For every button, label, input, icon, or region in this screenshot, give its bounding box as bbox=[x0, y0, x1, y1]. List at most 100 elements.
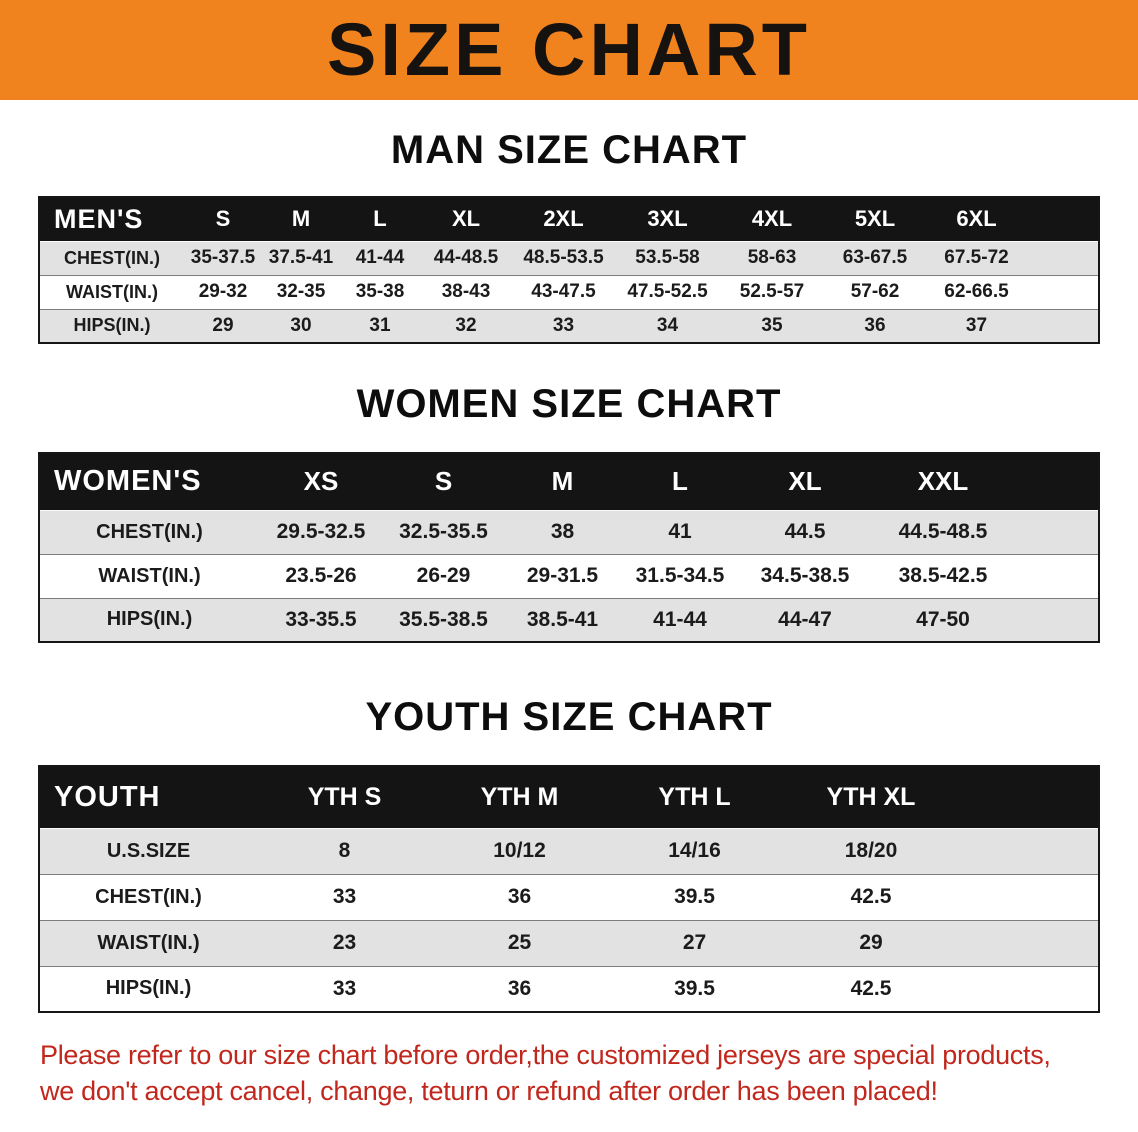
size-value-cell: 34 bbox=[656, 314, 679, 336]
size-value-cell: 44.5 bbox=[784, 520, 826, 543]
size-value-cell: 8 bbox=[338, 839, 351, 862]
size-value-cell: 36 bbox=[507, 976, 532, 1000]
size-column-header: S bbox=[383, 453, 504, 511]
header-spacer-cell bbox=[1015, 453, 1099, 511]
row-label: WAIST(IN.) bbox=[97, 931, 200, 954]
size-value-cell: 33-35.5 bbox=[285, 607, 357, 631]
youth-size-chart-section: YOUTH SIZE CHART YOUTH YTH S YTH M YTH L YTH… bbox=[0, 695, 1138, 1013]
table-header-row: YOUTH YTH S YTH M YTH L YTH XL bbox=[39, 766, 1099, 829]
size-column-header: YTH L bbox=[607, 766, 782, 829]
row-spacer-cell bbox=[960, 828, 1099, 874]
size-value-cell: 33 bbox=[332, 976, 357, 1000]
size-value-cell: 44-47 bbox=[778, 607, 832, 631]
size-value-cell: 32 bbox=[455, 314, 477, 336]
size-value-cell: 41 bbox=[668, 520, 692, 543]
youth-size-table: YOUTH YTH S YTH M YTH L YTH XL U.S.SIZE 8 10/12… bbox=[38, 765, 1100, 1013]
size-column-header: M bbox=[504, 453, 621, 511]
size-column-header: YTH XL bbox=[782, 766, 960, 829]
size-value-cell: 58-63 bbox=[747, 247, 797, 268]
row-label: U.S.SIZE bbox=[106, 839, 191, 862]
size-value-cell: 38-43 bbox=[441, 281, 491, 302]
size-value-cell: 48.5-53.5 bbox=[523, 247, 604, 268]
row-label: CHEST(IN.) bbox=[96, 520, 203, 543]
size-column-header: 5XL bbox=[824, 197, 926, 242]
size-column-header: XXL bbox=[871, 453, 1015, 511]
footer-note-line-1: Please refer to our size chart before or… bbox=[40, 1040, 1051, 1070]
size-column-header: M bbox=[262, 197, 340, 242]
size-column-header: YTH M bbox=[432, 766, 607, 829]
footer-note: Please refer to our size chart before or… bbox=[40, 1037, 1118, 1110]
size-column-header: 3XL bbox=[615, 197, 720, 242]
row-label: CHEST(IN.) bbox=[95, 885, 202, 908]
size-value-cell: 35 bbox=[761, 314, 783, 336]
size-column-header: XS bbox=[259, 453, 383, 511]
size-value-cell: 30 bbox=[290, 314, 312, 336]
size-value-cell: 31.5-34.5 bbox=[635, 564, 725, 587]
youth-section-heading: YOUTH SIZE CHART bbox=[365, 695, 773, 739]
size-value-cell: 35-37.5 bbox=[190, 247, 256, 268]
size-column-header: S bbox=[184, 197, 262, 242]
row-spacer-cell bbox=[1015, 554, 1099, 598]
size-column-header: XL bbox=[420, 197, 512, 242]
measurement-row: CHEST(IN.) 33 36 39.5 42.5 bbox=[39, 874, 1099, 920]
size-value-cell: 43-47.5 bbox=[531, 281, 596, 302]
size-value-cell: 39.5 bbox=[674, 885, 715, 908]
size-value-cell: 29 bbox=[859, 931, 883, 954]
size-value-cell: 52.5-57 bbox=[739, 281, 805, 302]
size-value-cell: 42.5 bbox=[850, 885, 892, 908]
row-label: HIPS(IN.) bbox=[105, 977, 192, 1000]
size-column-header: 2XL bbox=[512, 197, 615, 242]
row-label: CHEST(IN.) bbox=[64, 247, 160, 268]
measurement-row: HIPS(IN.) 33 36 39.5 42.5 bbox=[39, 966, 1099, 1012]
size-value-cell: 38.5-41 bbox=[526, 607, 599, 631]
row-label: HIPS(IN.) bbox=[106, 608, 193, 631]
size-value-cell: 47-50 bbox=[916, 607, 970, 631]
measurement-row: U.S.SIZE 8 10/12 14/16 18/20 bbox=[39, 828, 1099, 874]
women-size-table: WOMEN'S XS S M L XL XXL CHEST(IN.) 29.5-32.5 32.5… bbox=[38, 452, 1100, 643]
size-value-cell: 63-67.5 bbox=[842, 247, 908, 268]
size-value-cell: 38 bbox=[550, 520, 575, 543]
row-spacer-cell bbox=[1015, 510, 1099, 554]
size-value-cell: 38.5-42.5 bbox=[898, 564, 988, 587]
header-spacer-cell bbox=[1027, 197, 1099, 242]
size-value-cell: 25 bbox=[507, 931, 532, 954]
size-value-cell: 41-44 bbox=[653, 607, 707, 631]
size-value-cell: 36 bbox=[507, 885, 532, 908]
size-value-cell: 53.5-58 bbox=[635, 247, 700, 268]
men-size-table: MEN'S S M L XL 2XL 3XL 4XL 5XL 6XL CHEST(IN.) 35-37… bbox=[38, 196, 1100, 344]
size-value-cell: 41-44 bbox=[355, 247, 405, 268]
size-value-cell: 29 bbox=[212, 314, 234, 336]
size-value-cell: 35.5-38.5 bbox=[399, 607, 488, 631]
row-spacer-cell bbox=[960, 874, 1099, 920]
size-value-cell: 44.5-48.5 bbox=[898, 520, 988, 543]
size-value-cell: 29-31.5 bbox=[526, 564, 599, 587]
size-column-header: YTH S bbox=[257, 766, 432, 829]
size-value-cell: 10/12 bbox=[493, 839, 546, 862]
size-value-cell: 42.5 bbox=[850, 976, 892, 1000]
row-spacer-cell bbox=[1027, 275, 1099, 309]
measurement-row: CHEST(IN.) 35-37.5 37.5-41 41-44 44-48.5 48.5… bbox=[39, 241, 1099, 275]
row-label: WAIST(IN.) bbox=[66, 281, 158, 302]
size-column-header: L bbox=[621, 453, 739, 511]
women-section-heading: WOMEN SIZE CHART bbox=[356, 382, 782, 426]
measurement-row: HIPS(IN.) 29 30 31 32 33 34 35 36 37 bbox=[39, 309, 1099, 343]
row-label: HIPS(IN.) bbox=[73, 315, 151, 336]
size-value-cell: 33 bbox=[332, 885, 357, 908]
size-value-cell: 18/20 bbox=[844, 839, 898, 862]
women-size-chart-section: WOMEN SIZE CHART WOMEN'S XS S M L XL XXL CHEST(… bbox=[0, 382, 1138, 643]
size-value-cell: 35-38 bbox=[355, 281, 405, 302]
size-value-cell: 33 bbox=[552, 314, 575, 336]
row-spacer-cell bbox=[960, 966, 1099, 1012]
size-value-cell: 23 bbox=[332, 931, 357, 954]
size-value-cell: 32-35 bbox=[276, 281, 326, 302]
row-spacer-cell bbox=[1027, 309, 1099, 343]
table-header-row: WOMEN'S XS S M L XL XXL bbox=[39, 453, 1099, 511]
men-size-chart-section: MAN SIZE CHART MEN'S S M L XL 2XL 3XL 4XL 5XL 6XL… bbox=[0, 128, 1138, 344]
footer-note-line-2: we don't accept cancel, change, teturn o… bbox=[40, 1076, 938, 1107]
row-spacer-cell bbox=[1027, 241, 1099, 275]
size-column-header: L bbox=[340, 197, 420, 242]
banner: SIZE CHART bbox=[0, 0, 1138, 100]
row-spacer-cell bbox=[1015, 598, 1099, 642]
size-value-cell: 29.5-32.5 bbox=[276, 520, 366, 543]
table-header-row: MEN'S S M L XL 2XL 3XL 4XL 5XL 6XL bbox=[39, 197, 1099, 242]
